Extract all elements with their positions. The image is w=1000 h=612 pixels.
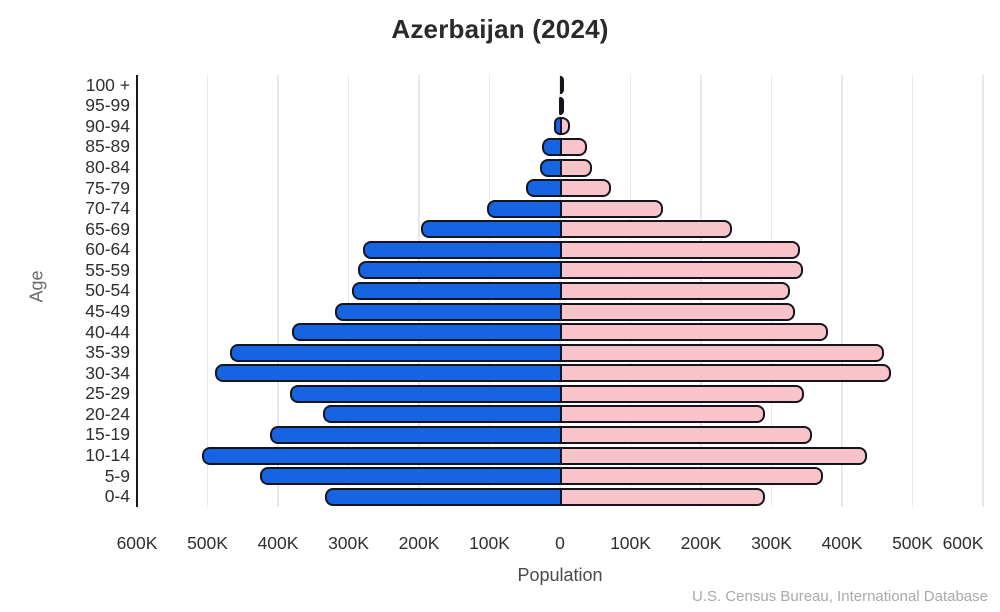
y-tick-label: 45-49 — [85, 300, 130, 321]
y-tick-label: 75-79 — [85, 177, 130, 198]
bar-male-50-54 — [352, 282, 560, 300]
gridline — [277, 75, 279, 507]
x-tick-label: 400K — [821, 533, 863, 553]
bar-female-20-24 — [560, 405, 766, 424]
y-tick-label: 55-59 — [85, 259, 130, 280]
bar-male-70-74 — [486, 199, 560, 218]
bar-male-85-89 — [541, 138, 560, 156]
gridline — [911, 75, 914, 507]
bar-female-90-94 — [560, 117, 570, 136]
y-tick-label: 65-69 — [85, 218, 130, 239]
x-tick-label: 100K — [469, 533, 510, 553]
y-tick-label: 20-24 — [85, 403, 130, 424]
bar-female-85-89 — [560, 138, 587, 156]
y-tick-label: 95-99 — [85, 95, 130, 116]
x-tick-label: 300K — [328, 533, 369, 553]
bar-female-45-49 — [560, 302, 795, 321]
gridline — [347, 75, 350, 507]
bar-female-25-29 — [560, 384, 804, 403]
bar-female-30-34 — [560, 364, 892, 383]
bar-female-55-59 — [560, 261, 804, 280]
bar-male-65-69 — [421, 220, 560, 239]
bar-female-75-79 — [560, 179, 611, 198]
plot-area — [136, 75, 984, 507]
x-axis-title: Population — [517, 565, 603, 585]
y-tick-label: 5-9 — [104, 465, 130, 486]
bar-male-60-64 — [362, 240, 560, 259]
bar-male-15-19 — [270, 426, 560, 444]
y-tick-label: 80-84 — [85, 156, 130, 177]
y-tick-label: 90-94 — [85, 115, 130, 136]
source-credit: U.S. Census Bureau, International Databa… — [691, 588, 988, 605]
y-tick-label: 35-39 — [85, 342, 130, 363]
bar-male-10-14 — [201, 446, 560, 465]
y-tick-label: 15-19 — [85, 424, 130, 445]
bar-female-35-39 — [560, 343, 884, 362]
y-tick-label: 30-34 — [85, 362, 130, 383]
bar-female-40-44 — [560, 323, 828, 342]
x-tick-label: 300K — [751, 533, 792, 553]
x-tick-label: 200K — [398, 533, 440, 553]
x-tick-label: 500K — [187, 533, 228, 553]
y-tick-label: 25-29 — [85, 383, 130, 404]
y-tick-label: 10-14 — [85, 444, 130, 465]
bar-male-0-4 — [325, 487, 560, 506]
x-tick-label: 100K — [610, 533, 651, 553]
x-tick-label: 400K — [257, 533, 299, 553]
bar-male-35-39 — [230, 343, 560, 362]
bar-female-70-74 — [560, 199, 663, 218]
y-tick-label: 85-89 — [85, 136, 130, 157]
x-tick-label: 500K — [892, 533, 933, 553]
bar-female-65-69 — [560, 220, 733, 239]
gridline — [206, 75, 209, 507]
x-tick-label: 600K — [116, 533, 158, 553]
bar-female-60-64 — [560, 240, 800, 259]
bar-male-20-24 — [323, 405, 560, 424]
y-tick-label: 40-44 — [85, 321, 130, 342]
bar-female-10-14 — [560, 446, 867, 465]
bar-male-75-79 — [526, 179, 560, 198]
bar-female-0-4 — [560, 487, 766, 506]
y-tick-label: 0-4 — [104, 486, 130, 507]
gridline — [841, 75, 843, 507]
bar-male-25-29 — [289, 384, 560, 403]
y-tick-label: 100 + — [85, 74, 130, 95]
bar-male-45-49 — [335, 302, 560, 321]
bar-female-95-99 — [560, 96, 564, 115]
bar-male-40-44 — [292, 323, 560, 342]
y-axis-line — [136, 75, 138, 507]
y-tick-label: 70-74 — [85, 198, 130, 219]
bar-male-90-94 — [553, 117, 560, 136]
bar-female-100-plus — [560, 76, 564, 95]
x-tick-label: 0 — [555, 533, 565, 553]
gridline — [982, 75, 984, 507]
bar-female-50-54 — [560, 282, 790, 300]
bar-male-30-34 — [215, 364, 560, 383]
bar-female-5-9 — [560, 467, 823, 486]
chart-title: Azerbaijan (2024) — [391, 14, 609, 44]
y-axis-title: Age — [26, 270, 47, 303]
bar-male-80-84 — [540, 158, 560, 177]
bar-male-5-9 — [259, 467, 560, 486]
y-tick-label: 60-64 — [85, 239, 130, 260]
x-tick-label: 200K — [680, 533, 722, 553]
bar-female-15-19 — [560, 426, 812, 444]
bar-male-55-59 — [357, 261, 560, 280]
x-tick-label: 600K — [942, 533, 984, 553]
bar-female-80-84 — [560, 158, 593, 177]
y-tick-label: 50-54 — [85, 280, 130, 301]
